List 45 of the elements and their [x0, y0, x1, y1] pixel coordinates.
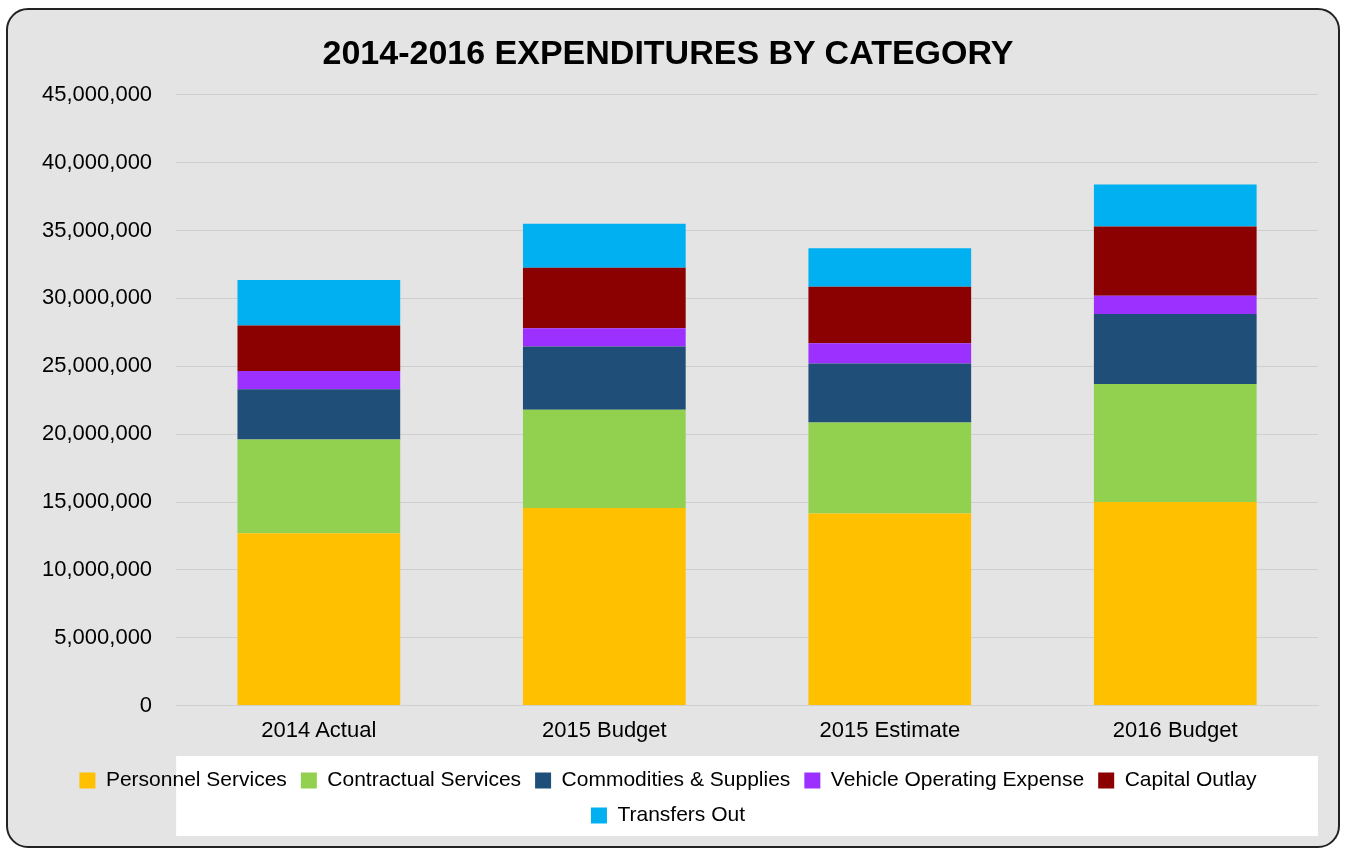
bar — [522, 346, 686, 410]
bar — [237, 325, 401, 372]
bar — [1093, 226, 1257, 296]
bar — [1093, 502, 1257, 706]
y-tick-label: 30,000,000 — [42, 284, 153, 310]
x-tick-label: 2016 Budget — [1112, 716, 1238, 742]
bar — [808, 513, 972, 706]
y-tick-label: 25,000,000 — [42, 352, 153, 378]
bar — [1093, 295, 1257, 315]
bar — [237, 533, 401, 706]
x-tick-label: 2015 Estimate — [819, 716, 961, 742]
bar — [522, 267, 686, 329]
y-tick-label: 40,000,000 — [42, 148, 153, 174]
y-tick-label: 15,000,000 — [42, 488, 153, 514]
x-tick-label: 2015 Budget — [541, 716, 667, 742]
y-tick-label: 35,000,000 — [42, 216, 153, 242]
bar — [1093, 383, 1257, 502]
x-tick-label: 2014 Actual — [261, 716, 377, 742]
legend-label: Commodities & Supplies — [561, 767, 791, 791]
bar — [237, 280, 401, 326]
bar — [1093, 314, 1257, 384]
y-tick-label: 20,000,000 — [42, 420, 153, 446]
chart-title: 2014-2016 EXPENDITURES BY CATEGORY — [322, 32, 1014, 71]
bar — [237, 439, 401, 534]
y-tick-label: 0 — [139, 691, 153, 717]
legend-label: Vehicle Operating Expense — [830, 767, 1085, 791]
bar — [237, 389, 401, 440]
legend-label: Capital Outlay — [1124, 767, 1258, 791]
bar — [808, 286, 972, 344]
bar — [522, 409, 686, 509]
y-tick-label: 45,000,000 — [42, 80, 153, 106]
legend-label: Transfers Out — [617, 802, 746, 826]
legend-label: Personnel Services — [105, 767, 287, 791]
bar — [808, 343, 972, 364]
bar — [237, 371, 401, 390]
legend-label: Contractual Services — [327, 767, 522, 791]
bar — [522, 223, 686, 268]
y-tick-label: 10,000,000 — [42, 555, 153, 581]
bar — [1093, 184, 1257, 227]
bar — [808, 422, 972, 514]
bar — [808, 363, 972, 423]
bar — [522, 328, 686, 347]
y-tick-label: 5,000,000 — [54, 623, 153, 649]
bar — [522, 508, 686, 706]
bar — [808, 248, 972, 287]
